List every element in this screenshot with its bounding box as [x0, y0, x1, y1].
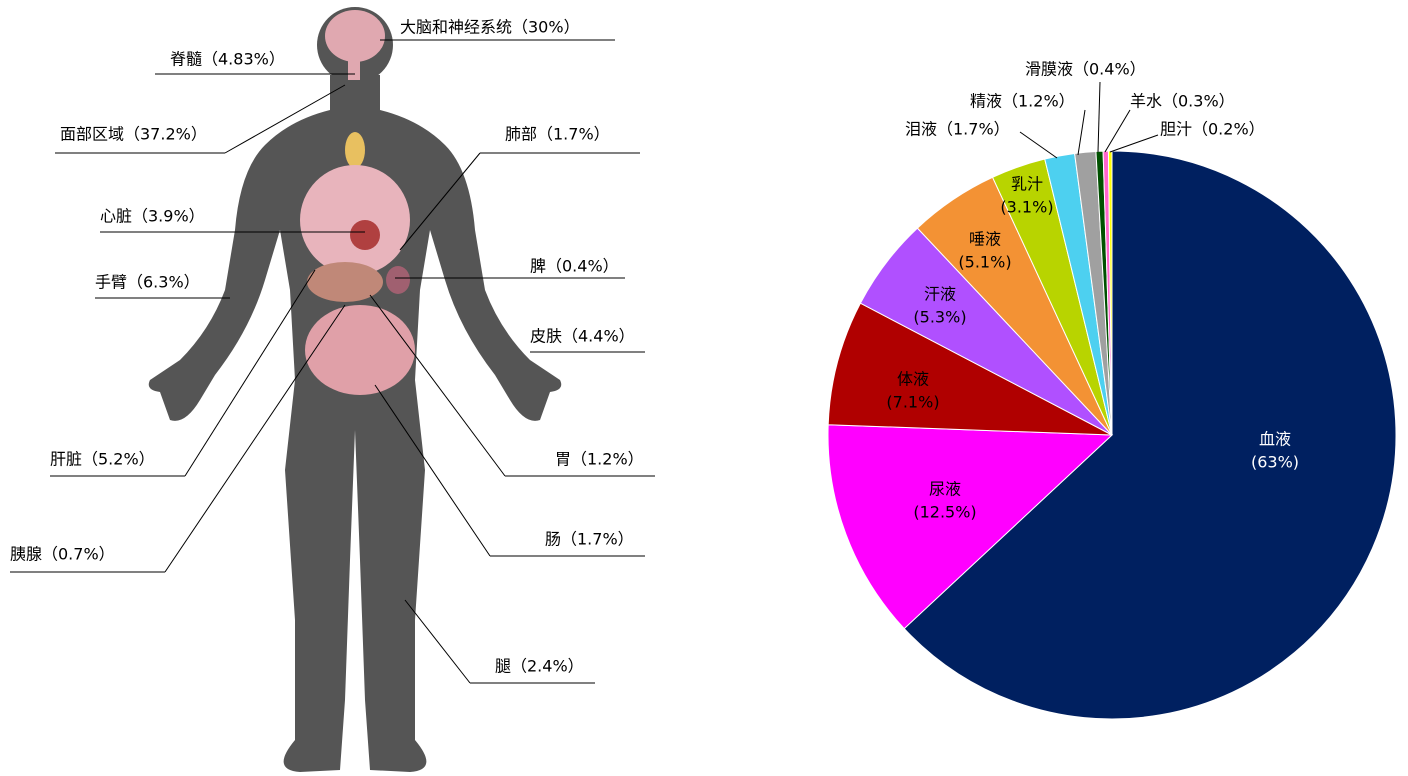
slice-name: 泪液	[905, 120, 937, 139]
leader-line	[1104, 109, 1131, 153]
leader-line	[184, 269, 316, 477]
slice-value-label: (5.1%)	[958, 253, 1011, 272]
body-figure	[148, 7, 562, 772]
organ-label: 脾（0.4%）	[530, 257, 619, 276]
pie-chart: 血液 (63%) 尿液 (12.5%) 体液 (7.1%) 汗液 (5.3%) 唾液 (5.1%)…	[827, 60, 1397, 720]
slice-name: 尿液	[929, 480, 961, 499]
organ-label: 脊髓（4.83%）	[170, 50, 285, 69]
leader-line	[1097, 81, 1101, 153]
slice-name: 唾液	[969, 230, 1001, 249]
organ-label: 肺部（1.7%）	[505, 125, 610, 144]
organ-label: 手臂（6.3%）	[95, 273, 200, 292]
leader-line	[1019, 131, 1058, 159]
lungs	[300, 165, 410, 275]
organ-label: 心脏（3.9%）	[100, 207, 205, 226]
organ-label: 肝脏（5.2%）	[50, 450, 155, 469]
pie-slice	[827, 424, 1114, 630]
organ-label: 胃（1.2%）	[555, 450, 644, 469]
slice-name: 滑膜液	[1025, 60, 1073, 79]
slice-value-label: （1.7%）	[937, 120, 1010, 139]
organ-label: 腿（2.4%）	[495, 657, 584, 676]
organ-label: 大脑和神经系统（30%）	[400, 18, 580, 37]
liver	[307, 262, 383, 302]
slice-value-label: (12.5%)	[913, 503, 976, 522]
spinal-cord	[348, 60, 360, 80]
heart	[350, 220, 380, 250]
slice-name: 血液	[1259, 430, 1291, 449]
leader-line	[224, 84, 346, 154]
organ-label: 胰腺（0.7%）	[10, 545, 115, 564]
body-labels: 大脑和神经系统（30%） 脊髓（4.83%） 面部区域（37.2%） 肺部（1.7%）…	[10, 18, 655, 684]
organ-label: 肠（1.7%）	[545, 530, 634, 549]
slice-name: 乳汁	[1011, 175, 1043, 194]
organ-label: 皮肤（4.4%）	[530, 327, 635, 346]
intestines	[305, 305, 415, 395]
brain	[325, 10, 385, 62]
leader-line	[1109, 134, 1159, 153]
thyroid	[345, 132, 365, 168]
leader-line	[404, 599, 471, 684]
leader-line	[164, 304, 346, 573]
slice-value-label: (3.1%)	[1000, 198, 1053, 217]
leader-line	[399, 152, 481, 251]
leader-line	[369, 294, 506, 477]
slice-value-label: (7.1%)	[886, 393, 939, 412]
slice-name: 精液	[970, 92, 1002, 111]
pie-slice	[903, 150, 1397, 720]
slice-name: 汗液	[924, 285, 956, 304]
slice-value-label: (63%)	[1251, 453, 1299, 472]
slice-value-label: （0.4%）	[1073, 60, 1146, 79]
organ-label: 面部区域（37.2%）	[60, 125, 207, 144]
leader-line	[1077, 109, 1086, 156]
pie-slice	[827, 302, 1113, 436]
spleen	[386, 266, 410, 294]
slice-name: 羊水	[1130, 92, 1162, 111]
slice-name: 胆汁	[1160, 120, 1192, 139]
leader-line	[374, 384, 491, 557]
slice-value-label: （0.3%）	[1162, 92, 1235, 111]
slice-name: 体液	[897, 370, 929, 389]
slice-value-label: （0.2%）	[1192, 120, 1265, 139]
body-silhouette	[148, 75, 562, 772]
slice-value-label: (5.3%)	[913, 308, 966, 327]
slice-value-label: （1.2%）	[1002, 92, 1075, 111]
